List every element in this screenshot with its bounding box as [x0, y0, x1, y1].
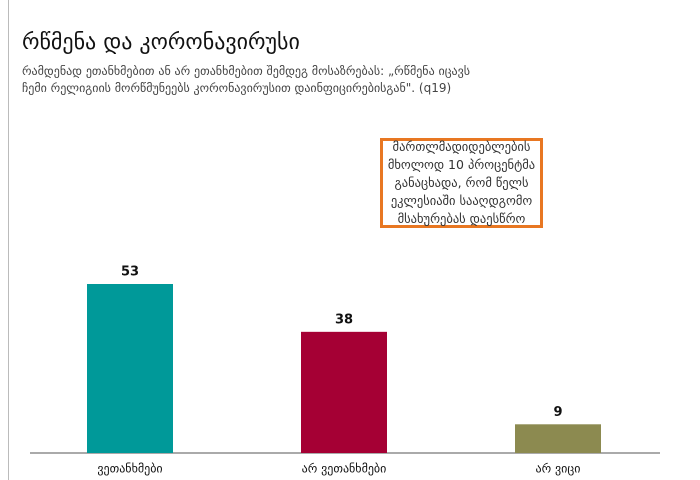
bar: [301, 331, 387, 453]
value-label: 9: [553, 405, 562, 420]
border-line: [8, 0, 9, 480]
chart-title: რწმენა და კორონავირუსი: [22, 30, 300, 55]
x-tick-label: არ ვეთანხმები: [302, 462, 387, 476]
chart-subtitle: რამდენად ეთანხმებით ან არ ეთანხმებით შემ…: [22, 64, 471, 95]
annotation: მართლმადიდებლების მხოლოდ 10 პროცენტმა გა…: [380, 138, 543, 228]
bar: [515, 424, 601, 453]
x-tick-label: არ ვიცი: [536, 462, 581, 476]
value-label: 38: [335, 312, 353, 327]
bar: [87, 284, 173, 453]
x-tick-label: ვეთანხმები: [97, 462, 162, 476]
value-label: 53: [121, 265, 139, 280]
